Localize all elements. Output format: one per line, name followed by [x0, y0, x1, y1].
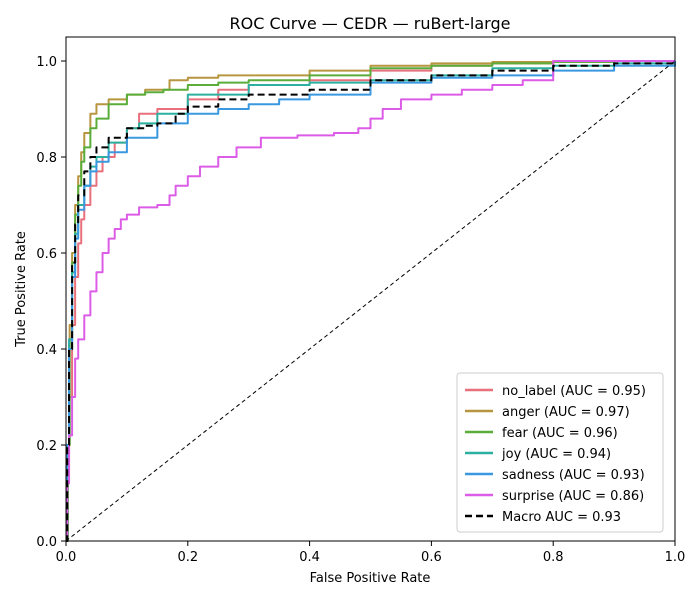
y-tick-label: 0.0	[36, 535, 57, 550]
series-line-6	[66, 61, 676, 542]
series-layer	[65, 60, 676, 542]
x-tick-label: 0.8	[543, 550, 564, 565]
x-tick-label: 0.6	[421, 550, 442, 565]
x-tick-label: 1.0	[665, 550, 686, 565]
y-tick-label: 0.4	[36, 343, 57, 358]
x-tick-label: 0.4	[299, 550, 320, 565]
x-axis-label: False Positive Rate	[310, 571, 431, 586]
legend-label: no_label (AUC = 0.95)	[502, 384, 646, 399]
y-tick-label: 1.0	[36, 55, 57, 70]
legend-label: joy (AUC = 0.94)	[501, 447, 611, 462]
x-tick-label: 0.0	[56, 550, 77, 565]
y-tick-label: 0.2	[36, 439, 57, 454]
y-tick-label: 0.6	[36, 247, 57, 262]
chart-title: ROC Curve — CEDR — ruBert-large	[230, 14, 511, 33]
legend-label: fear (AUC = 0.96)	[502, 426, 618, 441]
x-axis-ticks: 0.0 0.2 0.4 0.6 0.8 1.0	[56, 541, 686, 565]
legend-label: anger (AUC = 0.97)	[502, 405, 630, 420]
plot-frame	[65, 36, 676, 542]
chance-diagonal-line	[65, 60, 676, 542]
y-axis-label: True Positive Rate	[14, 231, 29, 348]
series-line-5	[66, 60, 675, 542]
legend-label: surprise (AUC = 0.86)	[502, 489, 644, 504]
legend-label: sadness (AUC = 0.93)	[502, 468, 645, 483]
legend-label: Macro AUC = 0.93	[502, 510, 621, 525]
legend-box	[456, 372, 664, 533]
legend: no_label (AUC = 0.95) anger (AUC = 0.97) f…	[456, 372, 664, 533]
y-tick-label: 0.8	[36, 151, 57, 166]
x-tick-label: 0.2	[177, 550, 198, 565]
y-axis-ticks: 0.0 0.2 0.4 0.6 0.8 1.0	[36, 55, 66, 550]
